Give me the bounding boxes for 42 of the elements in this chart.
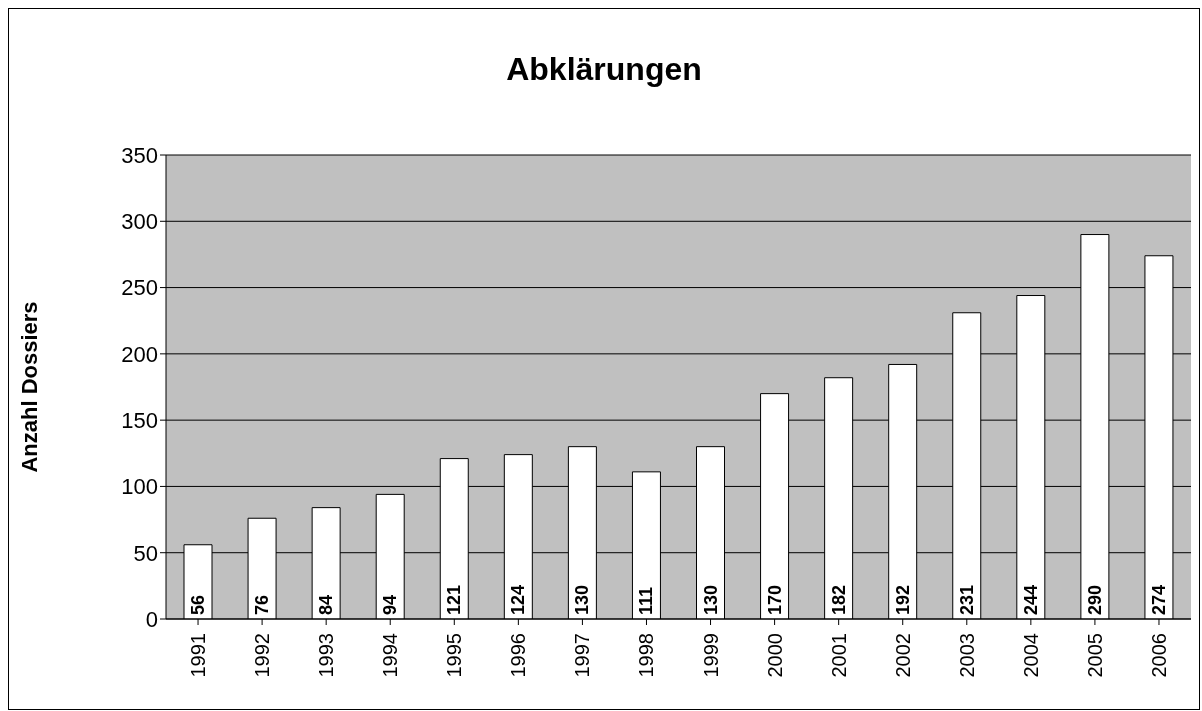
x-tick-label: 2001 <box>827 633 850 678</box>
data-label: 274 <box>1148 584 1169 615</box>
x-tick-label: 2006 <box>1147 633 1170 678</box>
y-tick-label: 150 <box>121 407 158 433</box>
x-tick-label: 1994 <box>379 633 402 678</box>
data-label: 231 <box>956 584 977 615</box>
x-tick-label: 2005 <box>1083 633 1106 678</box>
x-tick-label: 1998 <box>635 633 658 678</box>
data-label: 121 <box>444 584 465 615</box>
x-tick-label: 2004 <box>1019 633 1042 678</box>
x-tick-label: 1991 <box>187 633 210 678</box>
data-label: 290 <box>1084 584 1105 615</box>
data-label: 124 <box>508 584 529 615</box>
y-axis-title: Anzahl Dossiers <box>16 301 42 473</box>
x-tick-label: 1992 <box>251 633 274 678</box>
data-label: 84 <box>316 594 337 615</box>
data-label: 76 <box>252 594 273 615</box>
x-tick-label: 1993 <box>315 633 338 678</box>
data-label: 170 <box>764 584 785 615</box>
y-tick-label: 50 <box>133 540 158 566</box>
y-tick-label: 250 <box>121 275 158 301</box>
chart-title: Abklärungen <box>505 51 703 88</box>
y-tick-label: 300 <box>121 209 158 235</box>
x-tick-label: 1997 <box>571 633 594 678</box>
x-tick-label: 1995 <box>443 633 466 678</box>
y-tick-label: 350 <box>121 142 158 168</box>
x-tick-label: 2002 <box>891 633 914 678</box>
data-label: 182 <box>828 584 849 615</box>
x-tick-label: 2003 <box>955 633 978 678</box>
y-tick-label: 100 <box>121 474 158 500</box>
x-tick-label: 1996 <box>507 633 530 678</box>
y-tick-label: 0 <box>145 606 158 632</box>
data-label: 94 <box>380 594 401 615</box>
data-label: 192 <box>892 584 913 615</box>
data-label: 111 <box>636 586 657 615</box>
data-label: 130 <box>572 584 593 615</box>
data-label: 130 <box>700 584 721 615</box>
data-label: 244 <box>1020 584 1041 615</box>
data-label: 56 <box>188 594 208 615</box>
x-tick-label: 2000 <box>763 633 786 678</box>
x-tick-label: 1999 <box>699 633 722 678</box>
y-tick-label: 200 <box>121 341 158 367</box>
